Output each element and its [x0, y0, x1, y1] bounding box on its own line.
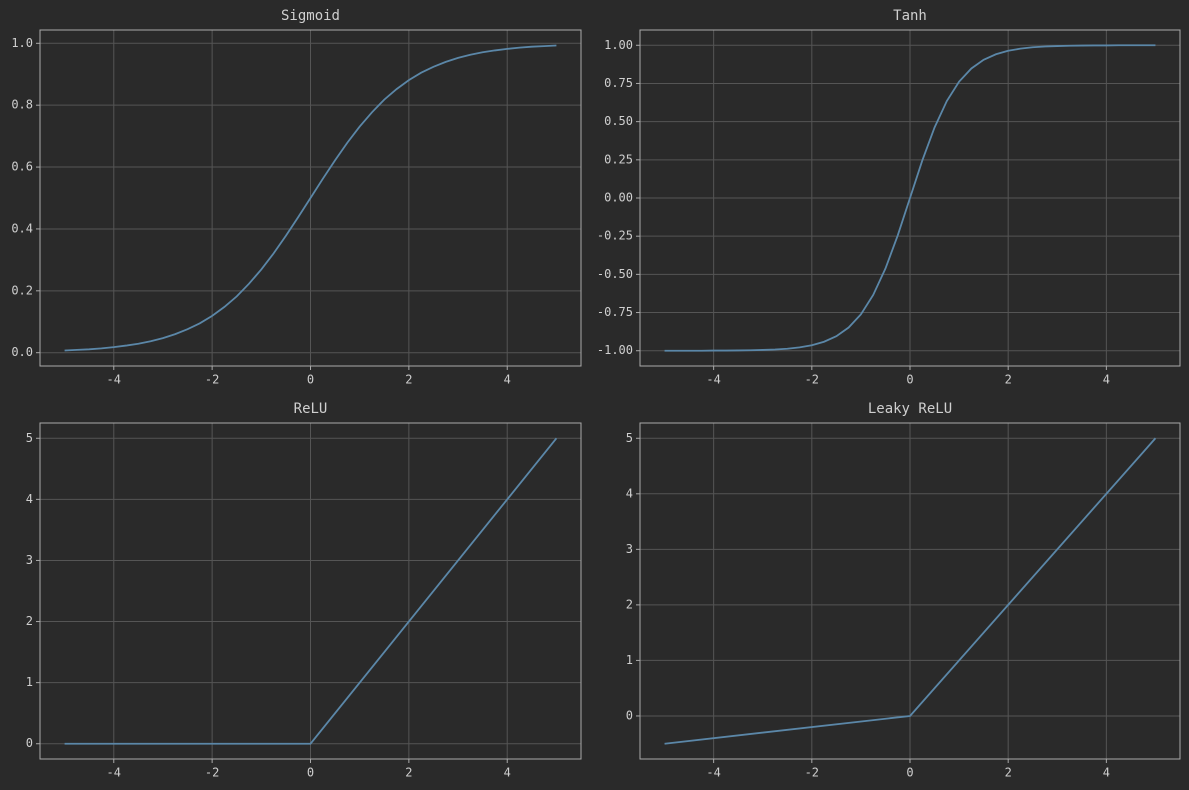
y-tick-label: 5 — [26, 431, 33, 445]
line — [64, 437, 558, 745]
y-tick-label: 0.8 — [11, 98, 33, 112]
y-tick-label: 3 — [26, 553, 33, 567]
y-tick-label: 1 — [26, 675, 33, 689]
axes-frame — [639, 422, 1181, 760]
y-tick-label: 2 — [626, 597, 633, 611]
x-tick-label: -2 — [805, 766, 819, 780]
x-tick-label: 2 — [405, 766, 412, 780]
y-tick-label: 0 — [26, 736, 33, 750]
x-tick-label: 2 — [405, 373, 412, 387]
chart-title: Tanh — [893, 8, 927, 24]
x-tick-label: 4 — [504, 766, 511, 780]
line — [664, 437, 1157, 745]
y-tick-label: 0.25 — [604, 152, 633, 166]
axes-frame — [39, 422, 582, 760]
x-tick-label: -2 — [205, 373, 219, 387]
y-tick-label: 0.6 — [11, 160, 33, 174]
x-tick-label: 0 — [307, 766, 314, 780]
line — [664, 44, 1156, 352]
x-tick-label: -4 — [706, 373, 720, 387]
x-tick-label: 2 — [1005, 373, 1012, 387]
chart-title: ReLU — [294, 401, 328, 417]
chart-title: Leaky ReLU — [868, 401, 952, 417]
x-tick-label: 4 — [1103, 373, 1110, 387]
axes-frame — [639, 29, 1181, 367]
axes-frame — [39, 29, 582, 367]
y-tick-label: 5 — [626, 431, 633, 445]
y-tick-label: 4 — [26, 492, 33, 506]
y-tick-label: 0.4 — [11, 221, 33, 235]
x-tick-label: -2 — [805, 373, 819, 387]
y-tick-label: 0.50 — [604, 114, 633, 128]
x-tick-label: -4 — [706, 766, 720, 780]
x-tick-label: -4 — [107, 766, 121, 780]
x-tick-label: 0 — [307, 373, 314, 387]
y-tick-label: 1.00 — [604, 38, 633, 52]
x-tick-label: 0 — [906, 373, 913, 387]
y-tick-label: 0.0 — [11, 345, 33, 359]
y-tick-label: -0.25 — [597, 229, 633, 243]
y-tick-label: -0.50 — [597, 267, 633, 281]
line — [64, 44, 557, 352]
y-tick-label: 0.2 — [11, 283, 33, 297]
x-tick-label: 4 — [1103, 766, 1110, 780]
x-tick-label: -4 — [107, 373, 121, 387]
x-tick-label: 2 — [1005, 766, 1012, 780]
x-tick-label: -2 — [205, 766, 219, 780]
y-tick-label: 0 — [626, 708, 633, 722]
x-tick-label: 4 — [504, 373, 511, 387]
y-tick-label: 1 — [626, 653, 633, 667]
y-tick-label: 2 — [26, 614, 33, 628]
x-tick-label: 0 — [906, 766, 913, 780]
y-tick-label: 3 — [626, 542, 633, 556]
y-tick-label: 4 — [626, 486, 633, 500]
y-tick-label: -0.75 — [597, 305, 633, 319]
y-tick-label: 0.75 — [604, 76, 633, 90]
y-tick-label: 0.00 — [604, 191, 633, 205]
y-tick-label: -1.00 — [597, 343, 633, 357]
chart-title: Sigmoid — [281, 8, 340, 24]
y-tick-label: 1.0 — [11, 36, 33, 50]
